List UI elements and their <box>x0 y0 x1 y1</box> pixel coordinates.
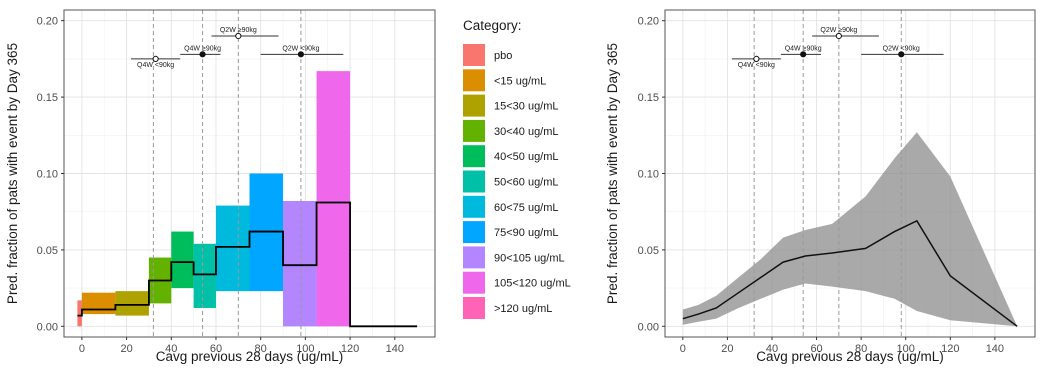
y-tick-label: 0.05 <box>638 245 659 257</box>
annotation-label-0: Q4W <90kg <box>137 62 174 69</box>
y-tick-label: 0.20 <box>37 16 58 28</box>
y-tick-label: 0.00 <box>638 321 659 333</box>
annotation-label-0: Q4W <90kg <box>738 62 775 69</box>
annotation-label-3: Q2W <90kg <box>883 45 920 52</box>
x-axis-title: Cavg previous 28 days (ug/mL) <box>756 349 944 364</box>
annotation-label-2: Q2W ≥90kg <box>220 27 257 34</box>
x-tick-label: 20 <box>721 343 733 355</box>
annotation-point-1 <box>199 51 206 58</box>
legend-item-label-4: 40<50 ug/mL <box>494 151 559 163</box>
legend-swatch-7 <box>463 221 485 244</box>
annotation-label-1: Q4W ≥90kg <box>184 45 221 52</box>
legend-swatch-6 <box>463 195 485 218</box>
x-tick-label: 40 <box>165 343 177 355</box>
legend-item-label-10: >120 ug/mL <box>494 303 552 315</box>
legend-swatch-9 <box>463 271 485 294</box>
confidence-ribbon <box>682 132 1018 327</box>
bin-bar-4 <box>171 231 194 289</box>
annotation-point-3 <box>297 51 305 58</box>
y-tick-label: 0.00 <box>37 321 58 333</box>
legend-item-label-1: <15 ug/mL <box>494 75 546 87</box>
x-tick-label: 0 <box>79 343 85 355</box>
legend-swatch-1 <box>463 69 485 92</box>
x-tick-label: 80 <box>255 343 267 355</box>
legend-item-label-9: 105<120 ug/mL <box>494 278 571 290</box>
prediction-line <box>682 219 1018 327</box>
x-tick-label: 120 <box>941 343 959 355</box>
y-axis-title: Pred. fraction of pats with event by Day… <box>605 43 620 304</box>
x-tick-label: 20 <box>120 343 132 355</box>
x-tick-label: 80 <box>855 343 867 355</box>
annotation-label-3: Q2W <90kg <box>282 45 319 52</box>
x-tick-label: 140 <box>986 343 1004 355</box>
legend-swatch-8 <box>463 246 485 269</box>
legend-swatch-4 <box>463 145 485 168</box>
step-line <box>77 201 418 328</box>
bin-bar-0 <box>77 300 82 327</box>
legend-item-label-6: 60<75 ug/mL <box>494 202 559 214</box>
y-tick-label: 0.15 <box>37 92 58 104</box>
x-tick-label: 60 <box>210 343 222 355</box>
legend-swatch-5 <box>463 170 485 193</box>
legend-swatch-10 <box>463 297 485 319</box>
legend-item-label-2: 15<30 ug/mL <box>494 101 559 113</box>
legend-item-label-7: 75<90 ug/mL <box>494 227 559 239</box>
legend-swatch-0 <box>463 44 485 66</box>
category-legend: Category: pbo <15 ug/mL 15<30 ug/mL 30<40 ug… <box>463 18 571 319</box>
bin-bar-9 <box>316 71 351 327</box>
legend-item-label-3: 30<40 ug/mL <box>494 126 559 138</box>
y-tick-label: 0.10 <box>37 169 58 181</box>
bin-bar-2 <box>115 291 149 316</box>
bin-bar-6 <box>215 205 250 292</box>
y-tick-label: 0.05 <box>37 245 58 257</box>
annotation-point-3 <box>898 51 905 58</box>
x-tick-label: 40 <box>766 343 778 355</box>
legend-item-label-5: 50<60 ug/mL <box>494 177 559 189</box>
x-tick-label: 140 <box>386 343 404 355</box>
y-tick-label: 0.15 <box>638 92 659 104</box>
x-axis-title: Cavg previous 28 days (ug/mL) <box>156 349 344 364</box>
annotation-label-1: Q4W ≥90kg <box>785 45 822 52</box>
y-tick-label: 0.10 <box>638 169 659 181</box>
annotation-point-2 <box>235 32 242 40</box>
legend-swatch-3 <box>463 119 485 142</box>
x-tick-label: 60 <box>810 343 822 355</box>
annotation-point-2 <box>835 32 842 40</box>
bin-bar-5 <box>193 243 216 308</box>
legend-item-label-0: pbo <box>494 50 512 62</box>
y-tick-label: 0.20 <box>638 16 659 28</box>
x-tick-label: 0 <box>680 343 686 355</box>
bin-bar-8 <box>283 201 317 327</box>
annotation-point-0 <box>152 55 159 62</box>
x-tick-label: 100 <box>897 343 915 355</box>
annotation-point-1 <box>800 51 807 58</box>
left-panel-binned-chart: Q4W <90kg Q4W ≥90kg Q2W ≥90kg Q2W <90kg 0 20 4… <box>5 9 436 364</box>
legend-title: Category: <box>463 18 522 33</box>
x-tick-label: 100 <box>296 343 314 355</box>
x-tick-label: 120 <box>341 343 359 355</box>
y-axis-title: Pred. fraction of pats with event by Day… <box>5 43 20 304</box>
legend-item-label-8: 90<105 ug/mL <box>494 252 565 264</box>
annotation-label-2: Q2W ≥90kg <box>820 27 857 34</box>
right-panel-line-chart: Q4W <90kg Q4W ≥90kg Q2W ≥90kg Q2W <90kg 0 20 4… <box>605 9 1036 364</box>
annotation-point-0 <box>753 55 760 62</box>
legend-swatch-2 <box>463 94 485 117</box>
bin-bar-1 <box>81 292 116 315</box>
